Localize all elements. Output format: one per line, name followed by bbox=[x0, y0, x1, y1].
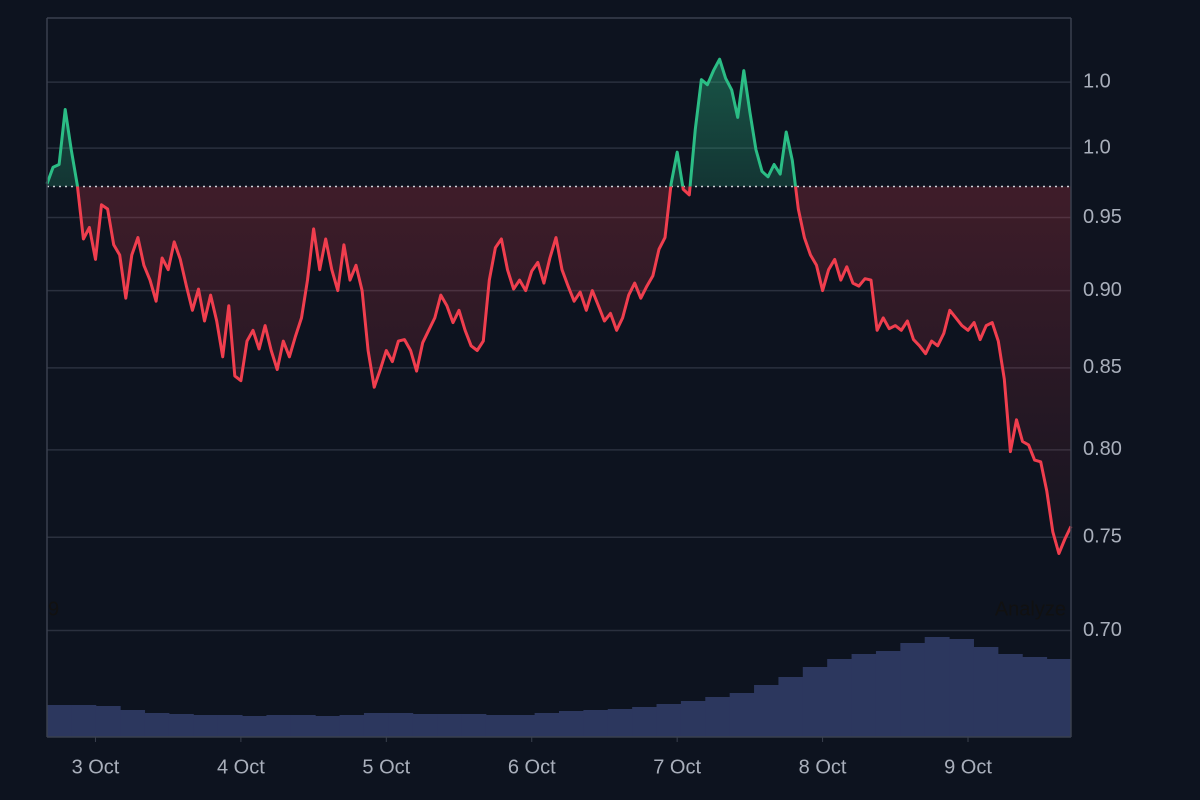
volume-bar bbox=[193, 715, 219, 737]
volume-bar bbox=[510, 715, 536, 737]
x-tick-label: 9 Oct bbox=[944, 756, 992, 778]
volume-bar bbox=[754, 685, 779, 737]
analyze-label[interactable]: Analyze bbox=[995, 598, 1066, 620]
volume-bar bbox=[656, 704, 682, 737]
y-tick-label: 0.90 bbox=[1083, 279, 1122, 301]
volume-bar bbox=[973, 647, 999, 737]
volume-bar bbox=[949, 639, 974, 737]
volume-bar bbox=[680, 701, 706, 737]
volume-bar bbox=[339, 715, 365, 737]
volume bbox=[47, 637, 1072, 737]
volume-bar bbox=[705, 697, 731, 737]
volume-bar bbox=[875, 651, 901, 737]
volume-bar bbox=[778, 677, 804, 737]
volume-bar bbox=[851, 654, 877, 737]
volume-bar bbox=[461, 714, 487, 737]
x-tick-label: 7 Oct bbox=[653, 756, 701, 778]
x-tick-label: 8 Oct bbox=[799, 756, 847, 778]
volume-bar bbox=[71, 705, 97, 737]
x-tick-label: 3 Oct bbox=[72, 756, 120, 778]
volume-bar bbox=[120, 710, 146, 737]
volume-bar bbox=[1046, 659, 1072, 737]
volume-bar bbox=[997, 654, 1023, 737]
y-tick-label: 0.75 bbox=[1083, 525, 1122, 547]
volume-bar bbox=[47, 705, 72, 737]
volume-bar bbox=[388, 713, 414, 737]
volume-bar bbox=[217, 715, 243, 737]
volume-bar bbox=[583, 710, 609, 737]
volume-bar bbox=[290, 715, 316, 737]
x-tick-label: 4 Oct bbox=[217, 756, 265, 778]
y-tick-label: 0.80 bbox=[1083, 438, 1122, 460]
volume-bar bbox=[144, 713, 170, 737]
volume-bar bbox=[412, 714, 438, 737]
volume-bar bbox=[437, 714, 462, 737]
top-left-label: 9 bbox=[48, 598, 59, 620]
volume-bar bbox=[1022, 657, 1048, 737]
x-tick-label: 5 Oct bbox=[362, 756, 410, 778]
y-tick-label: 0.85 bbox=[1083, 356, 1122, 378]
x-tick-label: 6 Oct bbox=[508, 756, 556, 778]
volume-bar bbox=[632, 707, 658, 737]
y-tick-label: 1.0 bbox=[1083, 136, 1111, 158]
volume-bar bbox=[266, 715, 292, 737]
volume-bar bbox=[168, 714, 194, 737]
volume-bar bbox=[607, 709, 633, 737]
volume-bar bbox=[924, 637, 950, 737]
price-area bbox=[47, 59, 1071, 554]
volume-bar bbox=[802, 667, 828, 737]
volume-bar bbox=[729, 693, 755, 737]
volume-bar bbox=[315, 716, 341, 737]
volume-bar bbox=[485, 715, 511, 737]
volume-bar bbox=[534, 713, 560, 737]
y-tick-label: 1.0 bbox=[1083, 70, 1111, 92]
plot bbox=[45, 57, 1073, 555]
y-tick-label: 0.70 bbox=[1083, 619, 1122, 641]
volume-bar bbox=[363, 713, 389, 737]
y-tick-label: 0.95 bbox=[1083, 206, 1122, 228]
volume-bar bbox=[827, 659, 853, 737]
volume-bar bbox=[95, 706, 121, 737]
volume-bar bbox=[900, 643, 926, 737]
price-line bbox=[45, 57, 1073, 555]
volume-bar bbox=[242, 716, 267, 737]
volume-bar bbox=[559, 711, 584, 737]
